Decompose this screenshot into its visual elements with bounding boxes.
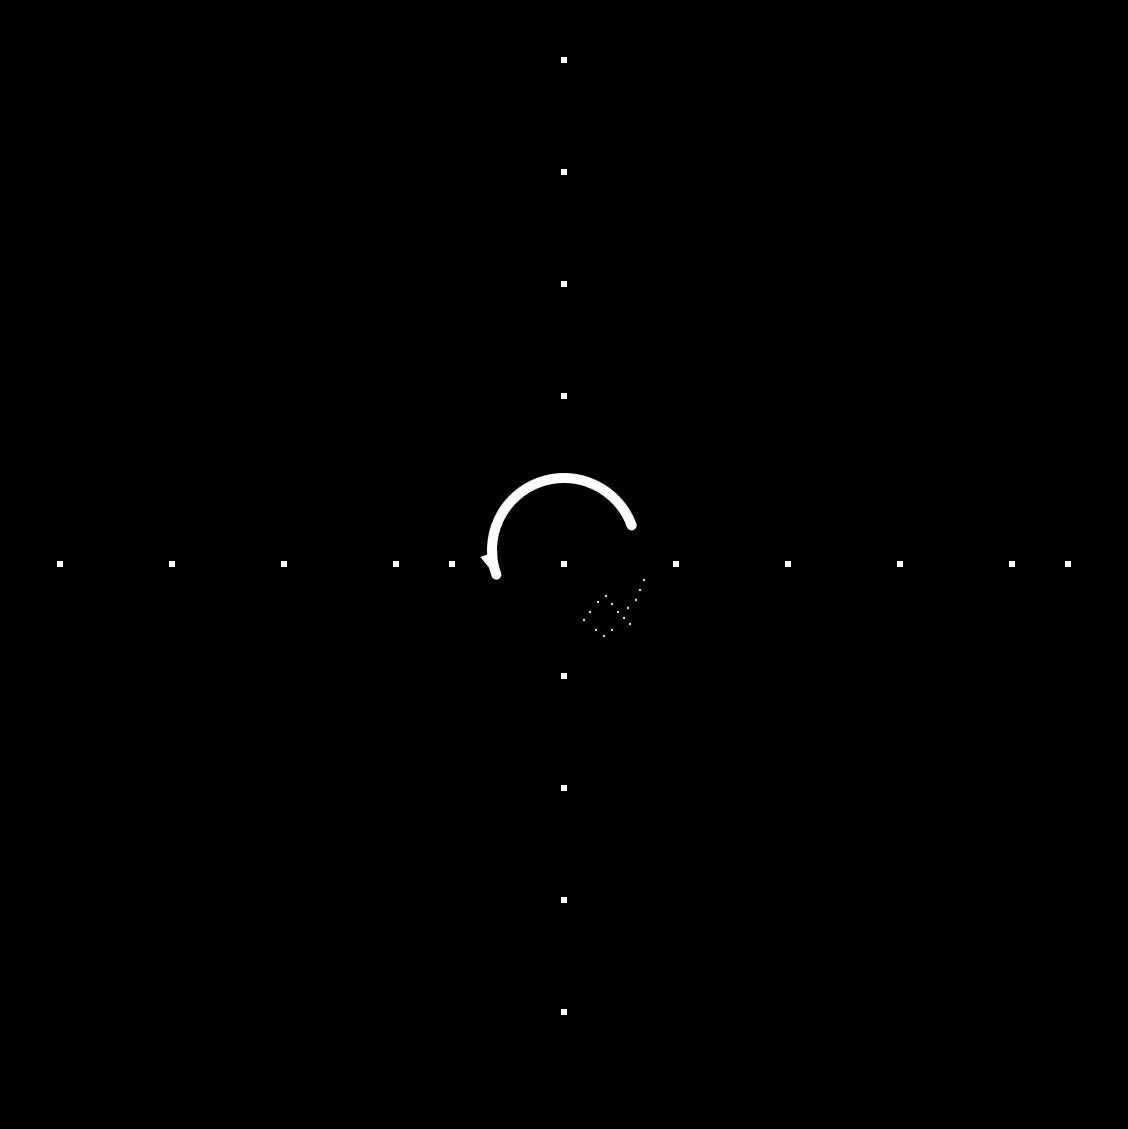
axis-tick <box>1009 561 1015 567</box>
axis-tick <box>561 281 567 287</box>
axis-tick <box>169 561 175 567</box>
axis-tick <box>281 561 287 567</box>
speckle-dot <box>629 623 631 625</box>
speckle-dot <box>643 579 645 581</box>
speckle-dot <box>605 595 607 597</box>
speckle-dot <box>627 607 629 609</box>
speckle-dot <box>623 617 625 619</box>
speckle-dot <box>639 589 641 591</box>
axis-tick <box>1065 561 1071 567</box>
rotation-arc-arrowhead <box>480 551 497 579</box>
speckle-dot <box>597 601 599 603</box>
speckle-dot <box>603 635 605 637</box>
axis-tick <box>897 561 903 567</box>
axis-tick <box>561 57 567 63</box>
speckle-dot <box>595 629 597 631</box>
axis-tick <box>561 169 567 175</box>
axis-tick <box>561 1009 567 1015</box>
speckle-dot <box>635 599 637 601</box>
axis-tick <box>561 785 567 791</box>
speckle-dot <box>589 611 591 613</box>
axis-tick <box>561 393 567 399</box>
speckle-dot <box>583 619 585 621</box>
axis-tick <box>673 561 679 567</box>
speckle-dot <box>611 603 613 605</box>
axis-tick <box>57 561 63 567</box>
axis-tick <box>561 673 567 679</box>
axis-tick <box>393 561 399 567</box>
axis-tick <box>561 561 567 567</box>
axis-tick <box>561 897 567 903</box>
diagram-canvas <box>0 0 1128 1129</box>
axis-tick <box>449 561 455 567</box>
speckle-dot <box>611 629 613 631</box>
axis-tick <box>785 561 791 567</box>
speckle-dot <box>617 611 619 613</box>
